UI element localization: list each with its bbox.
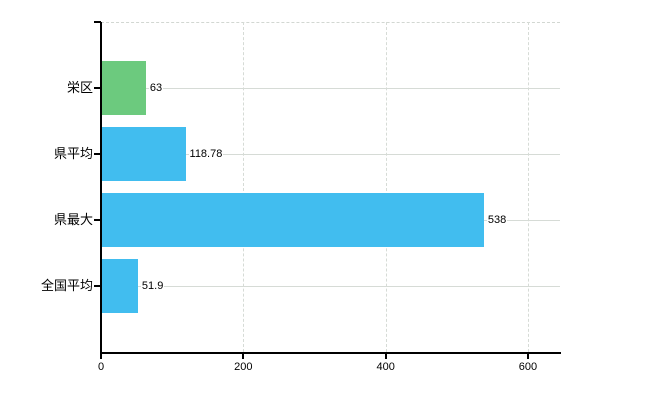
x-axis-tick-label: 600 bbox=[518, 361, 538, 373]
category-label: 県平均 bbox=[53, 146, 93, 161]
x-axis-tick bbox=[242, 354, 245, 359]
y-axis-line bbox=[100, 22, 102, 353]
y-axis-top-tick bbox=[94, 21, 101, 23]
category-label: 県最大 bbox=[53, 212, 93, 227]
category-tick bbox=[94, 285, 101, 287]
x-axis-tick bbox=[526, 354, 529, 359]
category-tick bbox=[94, 219, 101, 221]
gridline-vertical bbox=[527, 22, 529, 352]
bar bbox=[101, 193, 484, 247]
gridline-horizontal bbox=[101, 154, 560, 155]
bar bbox=[101, 127, 186, 181]
bar bbox=[101, 259, 138, 313]
category-label: 全国平均 bbox=[40, 278, 93, 293]
gridline-vertical bbox=[243, 22, 245, 352]
gridline-horizontal bbox=[101, 88, 560, 89]
x-axis-tick bbox=[384, 354, 387, 359]
gridline-vertical bbox=[385, 22, 387, 352]
plot-top-border bbox=[101, 22, 560, 23]
x-axis-tick bbox=[100, 354, 102, 359]
bar bbox=[101, 61, 146, 115]
x-axis-line bbox=[100, 352, 561, 354]
x-axis-tick-label: 200 bbox=[234, 361, 253, 373]
plot-area: 63 118.78 538 51.9 bbox=[101, 22, 560, 352]
x-axis-tick-label: 400 bbox=[376, 361, 395, 373]
category-label: 栄区 bbox=[66, 80, 93, 95]
bar-value-label: 63 bbox=[148, 81, 164, 95]
bar-value-label: 118.78 bbox=[188, 147, 224, 161]
category-tick bbox=[94, 87, 101, 89]
gridline-horizontal bbox=[101, 286, 560, 287]
bar-value-label: 538 bbox=[486, 213, 508, 227]
x-axis-tick-label: 0 bbox=[97, 361, 105, 373]
bar-value-label: 51.9 bbox=[140, 279, 165, 293]
category-tick bbox=[94, 153, 101, 155]
